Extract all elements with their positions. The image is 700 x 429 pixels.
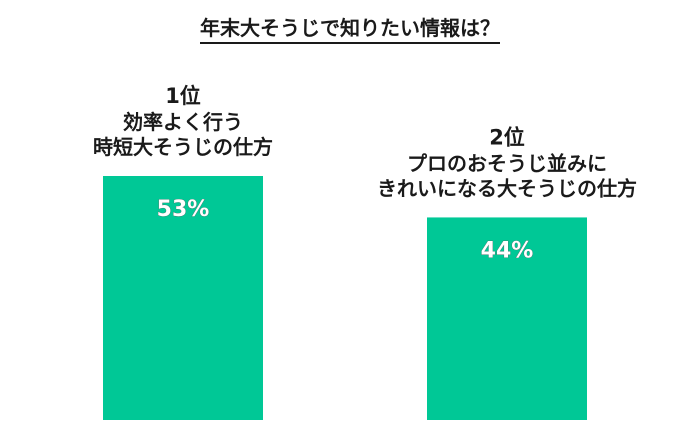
category-rank-2: 2位 [489, 125, 525, 149]
category-label-1-2: 時短大そうじの仕方 [93, 135, 273, 159]
bar-1 [103, 176, 263, 420]
category-rank-1: 1位 [165, 84, 201, 108]
category-label-1-1: 効率よく行う [123, 110, 243, 134]
chart-title: 年末大そうじで知りたい情報は？ [0, 12, 700, 44]
chart-title-text: 年末大そうじで知りたい情報は？ [200, 16, 500, 44]
data-label-1: 53% [157, 197, 210, 222]
category-label-2-2: きれいになる大そうじの仕方 [377, 176, 637, 200]
bar-2 [427, 217, 587, 420]
data-label-2: 44% [481, 238, 534, 263]
category-label-2-1: プロのおそうじ並みに [407, 151, 607, 175]
